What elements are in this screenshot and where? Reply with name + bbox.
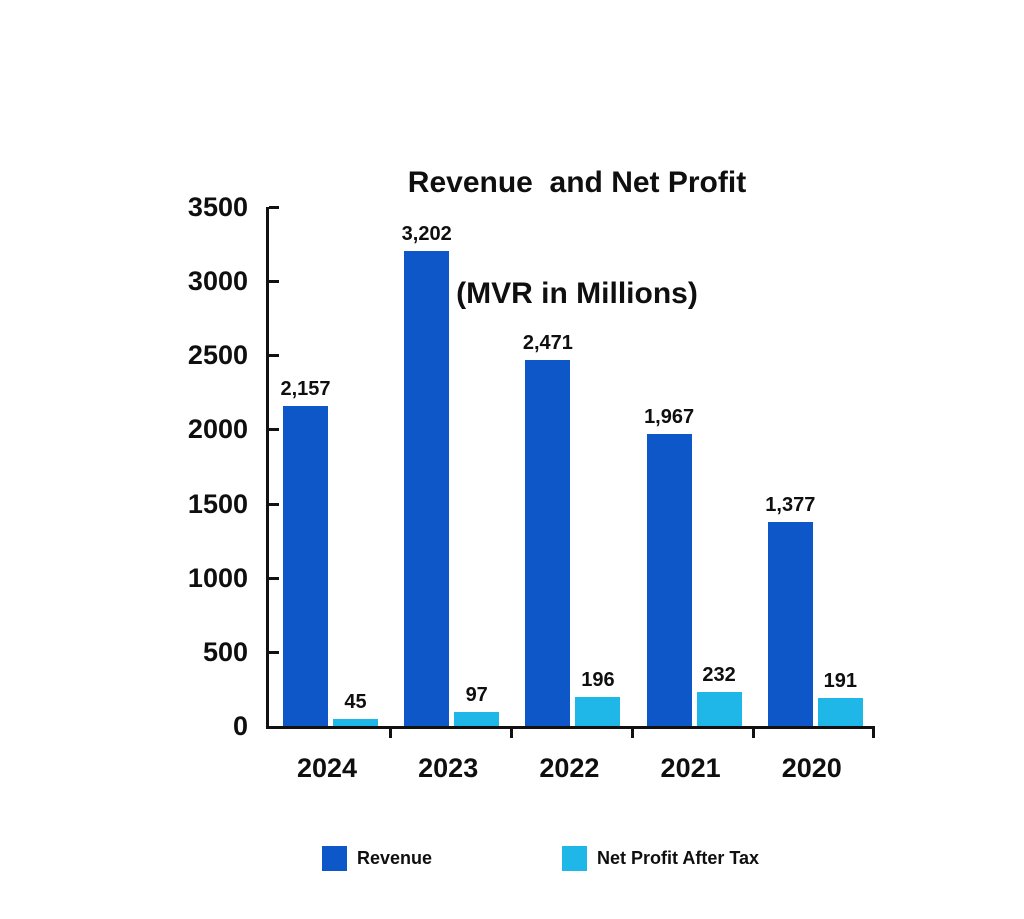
net-profit-bar [575,696,621,726]
y-tick-mark [269,502,279,506]
revenue-bar [767,521,813,726]
x-category-label: 2022 [539,753,600,783]
legend-item-revenue: Revenue [322,845,432,871]
x-category-label: 2024 [296,753,358,783]
net-profit-bar [454,711,500,726]
chart-legend: Revenue Net Profit After Tax [0,845,1024,873]
legend-label: Revenue [357,847,433,868]
x-tick-mark [631,726,635,738]
y-tick-label: 3000 [187,266,248,297]
legend-swatch [322,845,347,871]
revenue-value-label: 3,202 [401,223,452,246]
x-category-label: 2020 [781,753,842,783]
revenue-bar [283,406,328,726]
net-profit-value-label: 196 [581,668,615,691]
y-tick-mark [269,428,279,432]
x-tick-mark [752,726,756,738]
net-profit-value-label: 191 [823,669,857,692]
x-category-label: 2021 [660,753,721,783]
y-tick-mark [269,280,279,284]
net-profit-bar [333,719,378,726]
y-tick-label: 1000 [187,562,248,593]
revenue-bar [646,434,692,726]
chart-title-line2: (MVR in Millions) [456,277,698,310]
revenue-value-label: 2,471 [522,331,573,354]
y-tick-mark [269,650,279,654]
y-tick-mark [269,206,279,209]
x-tick-mark [388,726,392,738]
legend-swatch [562,845,587,871]
y-tick-label: 1500 [187,488,248,519]
net-profit-bar [817,697,863,726]
revenue-value-label: 2,157 [280,378,331,401]
net-profit-value-label: 45 [344,691,367,714]
y-tick-label: 2500 [187,340,248,371]
chart-title: Revenue and Net Profit (MVR in Millions) [270,90,884,386]
chart-title-line1: Revenue and Net Profit [407,166,747,199]
legend-item-net-profit-after-tax: Net Profit After Tax [562,845,759,871]
net-profit-value-label: 97 [465,683,488,706]
net-profit-bar [696,691,742,726]
y-tick-label: 3500 [187,192,248,222]
x-tick-mark [509,726,513,738]
net-profit-value-label: 232 [702,663,736,686]
y-tick-label: 500 [202,636,248,667]
revenue-value-label: 1,377 [765,493,816,516]
revenue-value-label: 1,967 [644,406,695,429]
y-tick-mark [269,576,279,580]
legend-label: Net Profit After Tax [597,847,760,868]
revenue-bar [525,359,571,726]
plot-area: 2,157 45 3,202 97 2,471 196 1,967 232 1,377 191 [266,206,875,738]
x-category-label: 2023 [418,753,479,783]
y-tick-mark [269,354,279,358]
x-tick-mark [872,726,875,738]
y-tick-label: 0 [232,711,248,741]
revenue-bar [404,251,450,726]
y-tick-label: 2000 [187,414,248,445]
